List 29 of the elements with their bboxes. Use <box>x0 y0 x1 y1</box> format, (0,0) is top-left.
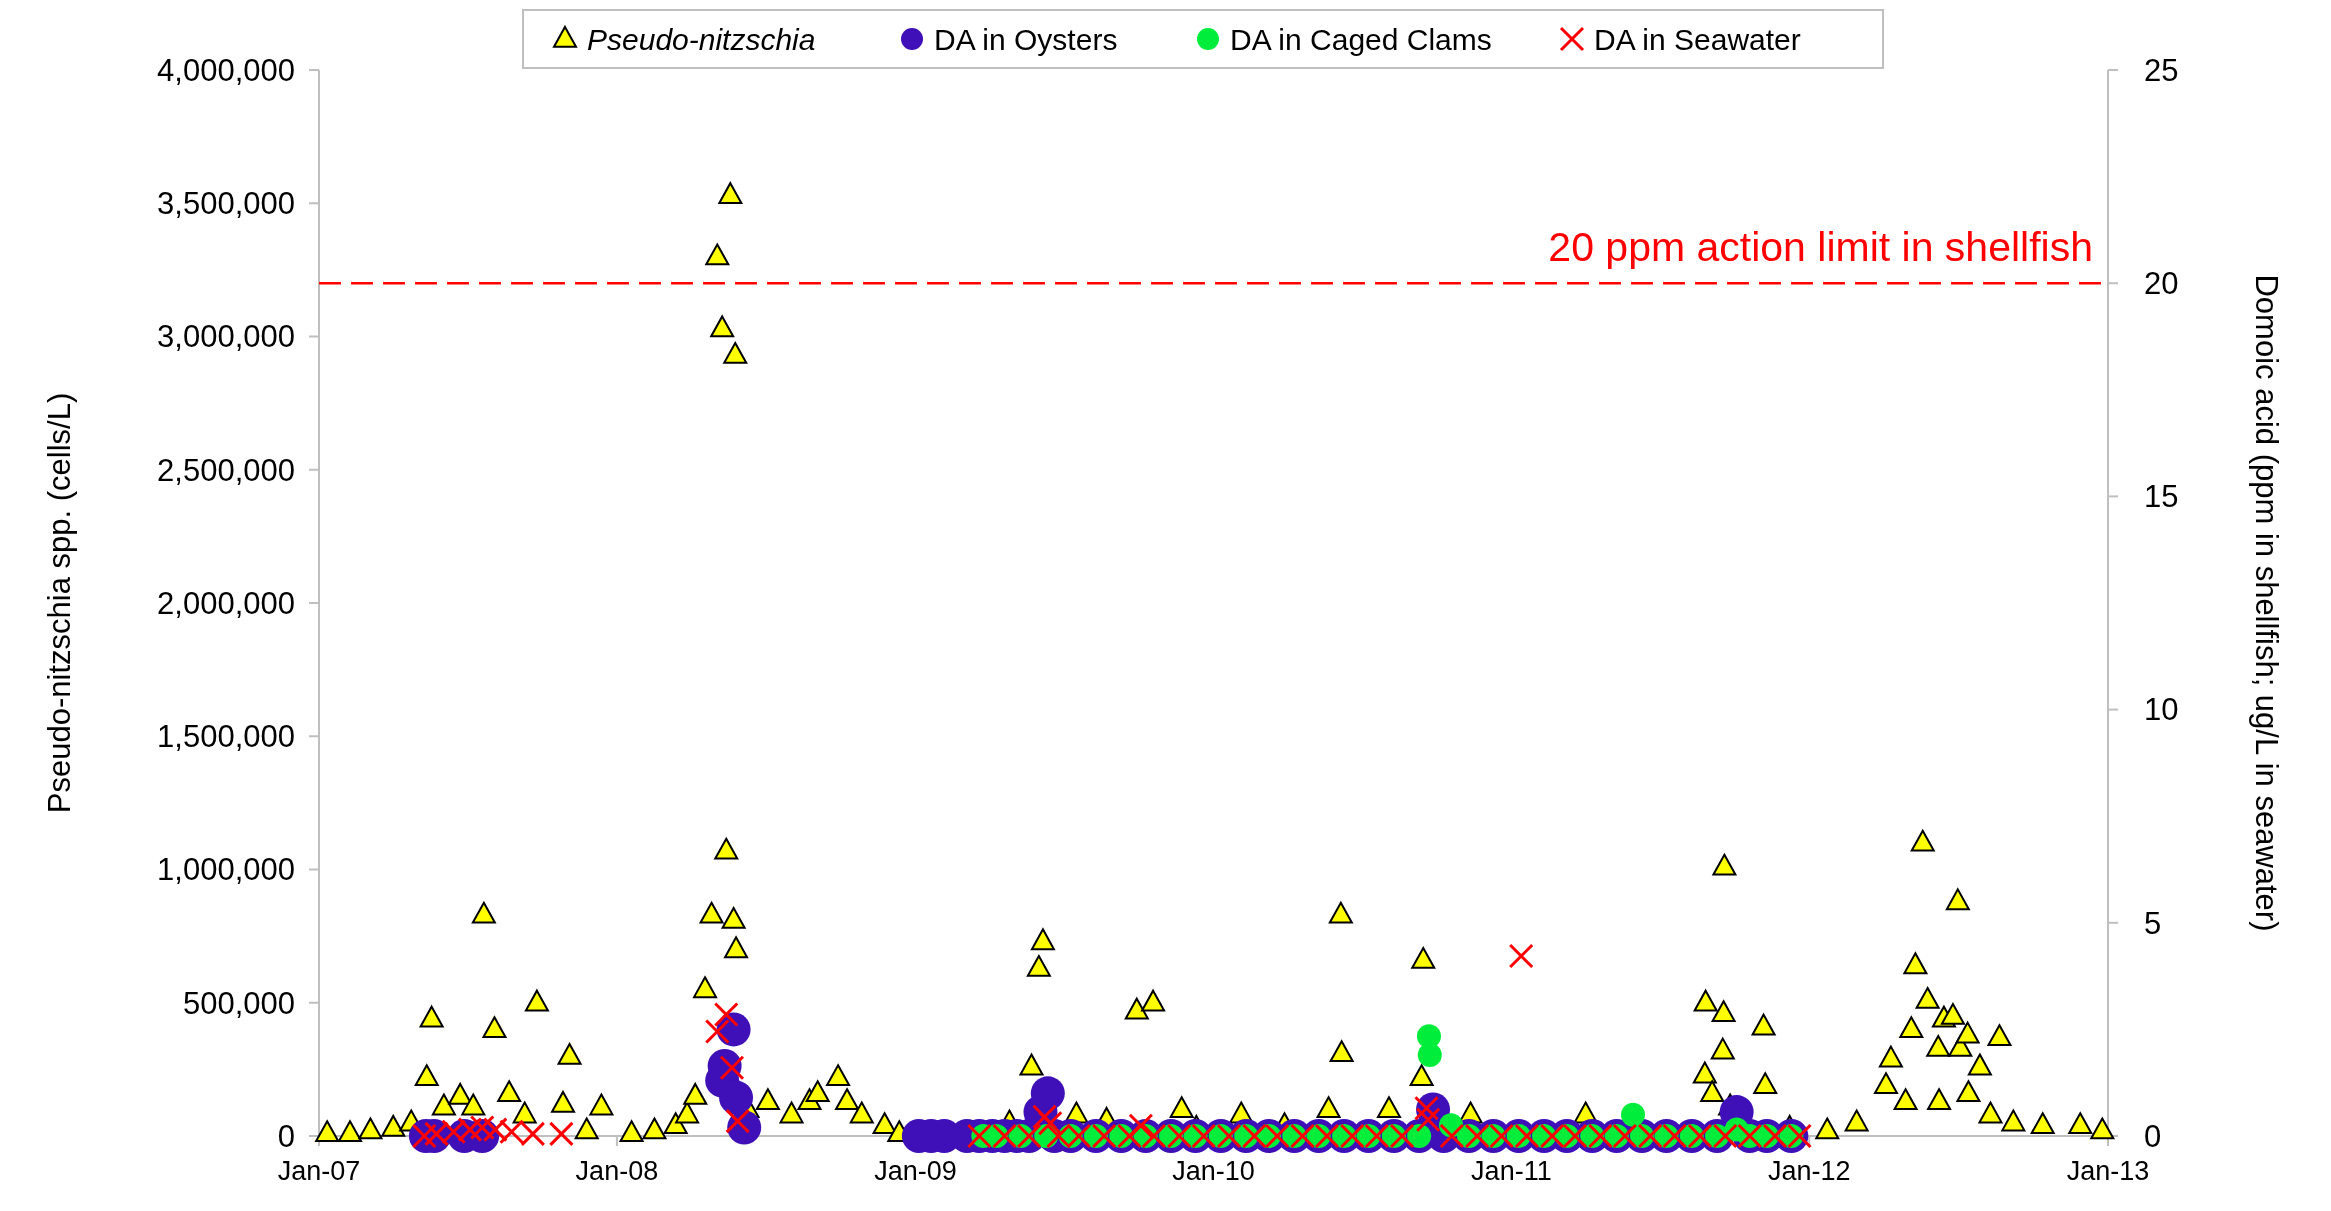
y2-axis-title: Domoic acid (ppm in shellfish; ug/L in seawater) <box>2249 274 2284 932</box>
y-tick-label: 4,000,000 <box>157 52 295 88</box>
x-tick-label: Jan-07 <box>277 1156 361 1186</box>
y-tick-label: 500,000 <box>182 985 295 1021</box>
y-tick-label: 1,000,000 <box>157 852 295 888</box>
ref-line-label: 20 ppm action limit in shellfish <box>1548 224 2093 271</box>
x-tick-label: Jan-08 <box>575 1156 659 1186</box>
legend-label: DA in Seawater <box>1594 22 1801 56</box>
y-tick-label: 3,000,000 <box>157 319 295 355</box>
y2-tick-label: 10 <box>2144 692 2179 728</box>
x-tick-label: Jan-13 <box>2066 1156 2150 1186</box>
legend-label: DA in Caged Clams <box>1230 22 1492 56</box>
y-tick-label: 0 <box>277 1118 295 1154</box>
y-tick-label: 2,500,000 <box>157 452 295 488</box>
y-tick-label: 2,000,000 <box>157 585 295 621</box>
x-tick-label: Jan-09 <box>874 1156 957 1186</box>
legend-label: DA in Oysters <box>934 22 1118 56</box>
y2-tick-label: 20 <box>2144 266 2179 302</box>
y2-tick-label: 5 <box>2144 905 2162 941</box>
x-tick-label: Jan-10 <box>1172 1156 1255 1186</box>
y2-tick-label: 0 <box>2144 1118 2162 1154</box>
legend-label: Pseudo-nitzschia <box>587 22 816 56</box>
y-tick-label: 1,500,000 <box>157 719 295 755</box>
x-tick-label: Jan-11 <box>1471 1156 1552 1186</box>
x-tick-label: Jan-12 <box>1768 1156 1851 1186</box>
y2-tick-label: 25 <box>2144 52 2179 88</box>
y-tick-label: 3,500,000 <box>157 186 295 222</box>
y2-tick-label: 15 <box>2144 479 2179 515</box>
y-axis-title: Pseudo-nitzschia spp. (cells/L) <box>42 392 77 814</box>
